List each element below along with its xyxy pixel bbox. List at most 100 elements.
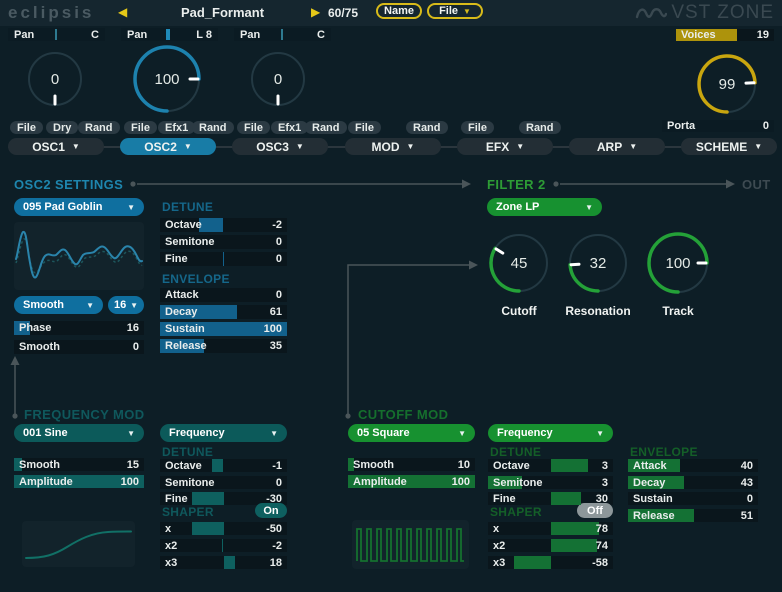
chevron-down-icon: ▼: [130, 300, 138, 310]
osc1-dry-button[interactable]: Dry: [46, 121, 79, 134]
cutoffmod-octave-slider[interactable]: Octave 3: [488, 459, 613, 472]
square-wave: [356, 528, 464, 562]
osc2-level-knob[interactable]: 100: [130, 42, 204, 116]
chevron-down-icon: ▼: [183, 142, 192, 151]
osc3-file-button[interactable]: File: [237, 121, 270, 134]
preset-name[interactable]: Pad_Formant: [180, 5, 265, 20]
cutoffmod-shaper-x3-slider[interactable]: x3 -58: [488, 556, 613, 569]
osc2-waveform-display: [14, 222, 144, 290]
freqmod-semitone-slider[interactable]: Semitone 0: [160, 476, 287, 489]
efx-rand-button[interactable]: Rand: [519, 121, 561, 134]
cutoffmod-envelope-header: ENVELOPE: [630, 445, 698, 459]
freqmod-fine-slider[interactable]: Fine -30: [160, 492, 287, 505]
chevron-down-icon: ▼: [127, 202, 135, 212]
osc2-smooth-slider[interactable]: Smooth 0: [14, 340, 144, 354]
osc2-semitone-slider[interactable]: Semitone 0: [160, 235, 287, 249]
track-knob-label: Track: [662, 304, 694, 318]
cutoffmod-detune-header: DETUNE: [490, 445, 542, 459]
tab-osc3[interactable]: OSC3 ▼: [232, 138, 328, 155]
main-level-knob[interactable]: 99: [694, 51, 760, 117]
resonation-knob-label: Resonation: [565, 304, 631, 318]
osc2-attack-slider[interactable]: Attack 0: [160, 288, 287, 302]
osc2-decay-slider[interactable]: Decay 61: [160, 305, 287, 319]
filter2-cutoff-knob[interactable]: 45: [486, 230, 552, 296]
chevron-down-icon: ▼: [295, 142, 304, 151]
osc2-envelope-header: ENVELOPE: [162, 272, 230, 286]
porta-slider[interactable]: Porta 0: [662, 120, 774, 132]
cutoffmod-sustain-slider[interactable]: Sustain 0: [628, 492, 758, 505]
tab-osc1[interactable]: OSC1 ▼: [8, 138, 104, 155]
freqmod-smooth-slider[interactable]: Smooth 15: [14, 458, 144, 471]
mod-rand-button[interactable]: Rand: [406, 121, 448, 134]
freqmod-target-dropdown[interactable]: Frequency ▼: [160, 424, 287, 442]
pan-slider-osc3[interactable]: Pan C: [234, 28, 331, 41]
freqmod-shaper-x2-slider[interactable]: x2 -2: [160, 539, 287, 552]
pan-tick: [54, 29, 57, 40]
chevron-down-icon: ▼: [585, 202, 593, 212]
filter2-track-knob[interactable]: 100: [644, 229, 712, 297]
osc1-rand-button[interactable]: Rand: [78, 121, 120, 134]
cutoffmod-shaper-x2-slider[interactable]: x2 74: [488, 539, 613, 552]
file-menu-button[interactable]: File ▼: [427, 3, 483, 19]
osc2-file-button[interactable]: File: [124, 121, 157, 134]
osc2-release-slider[interactable]: Release 35: [160, 339, 287, 353]
cutoffmod-target-dropdown[interactable]: Frequency ▼: [488, 424, 613, 442]
freqmod-shaper-toggle[interactable]: On: [255, 503, 287, 518]
voices-slider[interactable]: Voices 19: [676, 29, 774, 41]
osc2-octave-slider[interactable]: Octave -2: [160, 218, 287, 232]
freqmod-shaper-x-slider[interactable]: x -50: [160, 522, 287, 535]
efx-file-button[interactable]: File: [461, 121, 494, 134]
filter2-mode-dropdown[interactable]: Zone LP ▼: [487, 198, 602, 216]
tab-efx[interactable]: EFX ▼: [457, 138, 553, 155]
mod-file-button[interactable]: File: [348, 121, 381, 134]
freqmod-waveform-display: [22, 521, 135, 567]
chevron-down-icon: ▼: [86, 300, 94, 310]
osc2-efx1-button[interactable]: Efx1: [158, 121, 196, 134]
eclipsis-logo: eclipsis: [8, 3, 95, 22]
osc2-steps-dropdown[interactable]: 16 ▼: [108, 296, 144, 314]
name-button[interactable]: Name: [376, 3, 422, 19]
osc2-fine-slider[interactable]: Fine 0: [160, 252, 287, 266]
filter2-resonation-knob[interactable]: 32: [565, 230, 631, 296]
pan-slider-osc1[interactable]: Pan C: [8, 28, 105, 41]
cutoffmod-semitone-slider[interactable]: Semitone 3: [488, 476, 613, 489]
cutoffmod-amplitude-slider[interactable]: Amplitude 100: [348, 475, 475, 488]
cutoff-mod-header: CUTOFF MOD: [358, 407, 449, 422]
pan-slider-osc2[interactable]: Pan L 8: [121, 28, 218, 41]
prev-preset-icon[interactable]: ◀: [118, 5, 128, 19]
osc3-rand-button[interactable]: Rand: [305, 121, 347, 134]
cutoffmod-waveform-display: [352, 520, 469, 569]
osc2-phase-slider[interactable]: Phase 16: [14, 321, 144, 335]
cutoffmod-fine-slider[interactable]: Fine 30: [488, 492, 613, 505]
tab-scheme[interactable]: SCHEME ▼: [681, 138, 777, 155]
cutoffmod-decay-slider[interactable]: Decay 43: [628, 476, 758, 489]
cutoffmod-wave-dropdown[interactable]: 05 Square ▼: [348, 424, 475, 442]
osc2-rand-button[interactable]: Rand: [192, 121, 234, 134]
osc2-sustain-slider[interactable]: Sustain 100: [160, 322, 287, 336]
freqmod-wave-dropdown[interactable]: 001 Sine ▼: [14, 424, 144, 442]
freqmod-amplitude-slider[interactable]: Amplitude 100: [14, 475, 144, 488]
chevron-down-icon: ▼: [270, 428, 278, 438]
pan-tick: [165, 29, 170, 40]
chevron-down-icon: ▼: [127, 428, 135, 438]
cutoffmod-attack-slider[interactable]: Attack 40: [628, 459, 758, 472]
out-label: OUT: [742, 177, 771, 192]
osc1-file-button[interactable]: File: [10, 121, 43, 134]
next-preset-icon[interactable]: ▶: [311, 5, 321, 19]
cutoffmod-release-slider[interactable]: Release 51: [628, 509, 758, 522]
cutoffmod-shaper-toggle[interactable]: Off: [577, 503, 613, 518]
osc2-preset-dropdown[interactable]: 095 Pad Goblin ▼: [14, 198, 144, 216]
chevron-down-icon: ▼: [596, 428, 604, 438]
cutoffmod-smooth-slider[interactable]: Smooth 10: [348, 458, 475, 471]
osc3-efx1-button[interactable]: Efx1: [271, 121, 309, 134]
tab-mod[interactable]: MOD ▼: [345, 138, 441, 155]
osc3-level-knob[interactable]: 0: [247, 48, 309, 110]
tab-osc2[interactable]: OSC2 ▼: [120, 138, 216, 155]
cutoffmod-shaper-x-slider[interactable]: x 78: [488, 522, 613, 535]
osc1-level-knob[interactable]: 0: [24, 48, 86, 110]
osc2-interp-dropdown[interactable]: Smooth ▼: [14, 296, 103, 314]
tab-arp[interactable]: ARP ▼: [569, 138, 665, 155]
freqmod-shaper-x3-slider[interactable]: x3 18: [160, 556, 287, 569]
freqmod-octave-slider[interactable]: Octave -1: [160, 459, 287, 472]
